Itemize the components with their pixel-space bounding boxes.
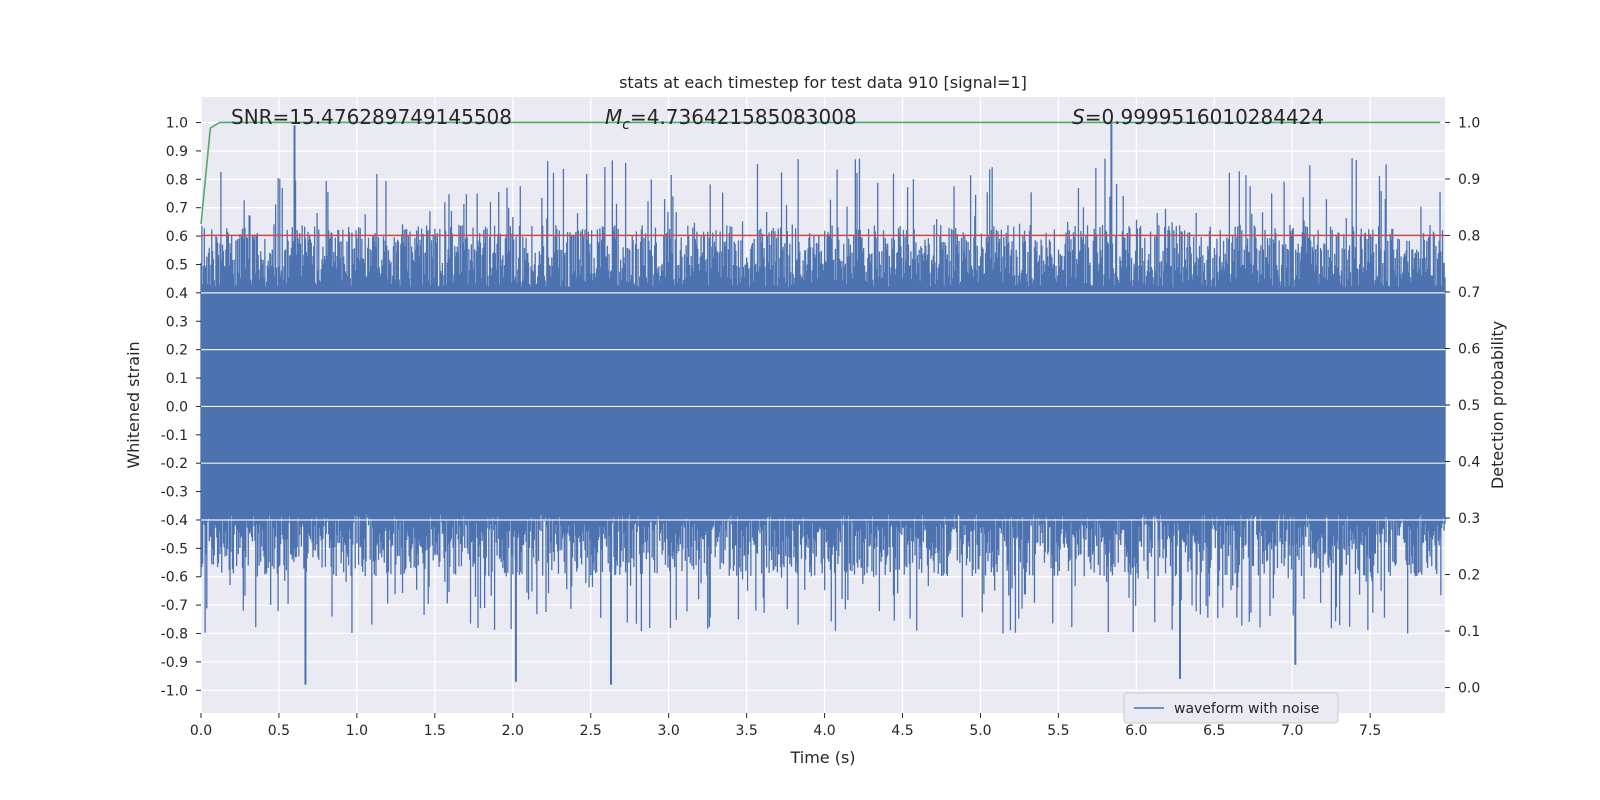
legend-box <box>1123 692 1339 724</box>
x-tick-label: 4.5 <box>891 723 913 739</box>
y2-tick-label: 0.9 <box>1458 172 1480 188</box>
y2-tick-label: 0.2 <box>1458 568 1480 584</box>
y-tick-label: 0.7 <box>166 201 188 217</box>
x-tick-label: 3.5 <box>735 723 757 739</box>
waveform-series <box>200 122 1446 685</box>
y2-tick-label: 0.7 <box>1458 285 1480 301</box>
x-tick-label: 4.0 <box>813 723 835 739</box>
x-tick-label: 7.0 <box>1281 723 1303 739</box>
y-tick-label: 0.2 <box>166 343 188 359</box>
y2-tick-label: 0.3 <box>1458 511 1480 527</box>
y2-tick-label: 1.0 <box>1458 115 1480 131</box>
y2-tick-label: 0.5 <box>1458 398 1480 414</box>
x-tick-label: 0.0 <box>190 723 212 739</box>
y-tick-label: 1.0 <box>166 116 188 132</box>
x-tick-label: 6.5 <box>1203 723 1225 739</box>
probability-line <box>200 121 1441 225</box>
y-tick-label: -0.1 <box>161 428 188 444</box>
x-axis-label: Time (s) <box>789 748 855 767</box>
x-tick-label: 1.0 <box>346 723 368 739</box>
chart-title: stats at each timestep for test data 910… <box>619 73 1027 92</box>
score-annotation: S=0.9999516010284424 <box>1072 105 1324 129</box>
x-tick-label: 0.5 <box>268 723 290 739</box>
x-tick-label: 2.0 <box>502 723 524 739</box>
probability-layer <box>200 121 1445 237</box>
y2-tick-label: 0.1 <box>1458 624 1480 640</box>
x-tick-label: 5.5 <box>1047 723 1069 739</box>
y2-tick-label: 0.0 <box>1458 681 1480 697</box>
y-tick-label: -0.3 <box>161 485 188 501</box>
y-tick-label: -0.6 <box>161 570 188 586</box>
y-tick-label: 0.0 <box>166 399 188 415</box>
y-tick-label: 0.8 <box>166 172 188 188</box>
legend-label-waveform: waveform with noise <box>1174 701 1319 717</box>
snr-annotation: SNR=15.476289749145508 <box>231 105 512 129</box>
y-tick-label: -0.8 <box>161 627 188 643</box>
y2-tick-label: 0.4 <box>1458 455 1480 471</box>
y-tick-label: -1.0 <box>161 683 188 699</box>
waveform-core <box>201 290 1445 515</box>
y-tick-label: 0.3 <box>166 314 188 330</box>
chirp-mass-annotation: Mc=4.736421585083008 <box>605 105 857 133</box>
y-tick-label: 0.4 <box>166 286 188 302</box>
y2-tick-label: 0.6 <box>1458 341 1480 357</box>
x-tick-label: 7.5 <box>1359 723 1381 739</box>
y-tick-label: -0.5 <box>161 541 188 557</box>
y-tick-label: 0.1 <box>166 371 188 387</box>
y-tick-label: 0.6 <box>166 229 188 245</box>
y-tick-label: 0.9 <box>166 144 188 160</box>
y2-axis-label: Detection probability <box>1488 321 1507 489</box>
y2-tick-label: 0.8 <box>1458 228 1480 244</box>
x-tick-label: 6.0 <box>1125 723 1147 739</box>
y-tick-label: -0.9 <box>161 655 188 671</box>
y-tick-label: -0.4 <box>161 513 188 529</box>
x-tick-label: 3.0 <box>658 723 680 739</box>
y-axis-label: Whitened strain <box>124 341 143 468</box>
y-tick-label: -0.2 <box>161 456 188 472</box>
legend: waveform with noise <box>1123 692 1339 724</box>
x-tick-label: 2.5 <box>580 723 602 739</box>
y-tick-label: 0.5 <box>166 257 188 273</box>
y-tick-label: -0.7 <box>161 598 188 614</box>
x-tick-label: 5.0 <box>969 723 991 739</box>
axes: 0.0 0.5 1.0 1.5 2.0 2.5 3.0 3.5 4.0 4.5 5.0 5.5 6.0 6… <box>161 115 1481 739</box>
x-tick-label: 1.5 <box>424 723 446 739</box>
